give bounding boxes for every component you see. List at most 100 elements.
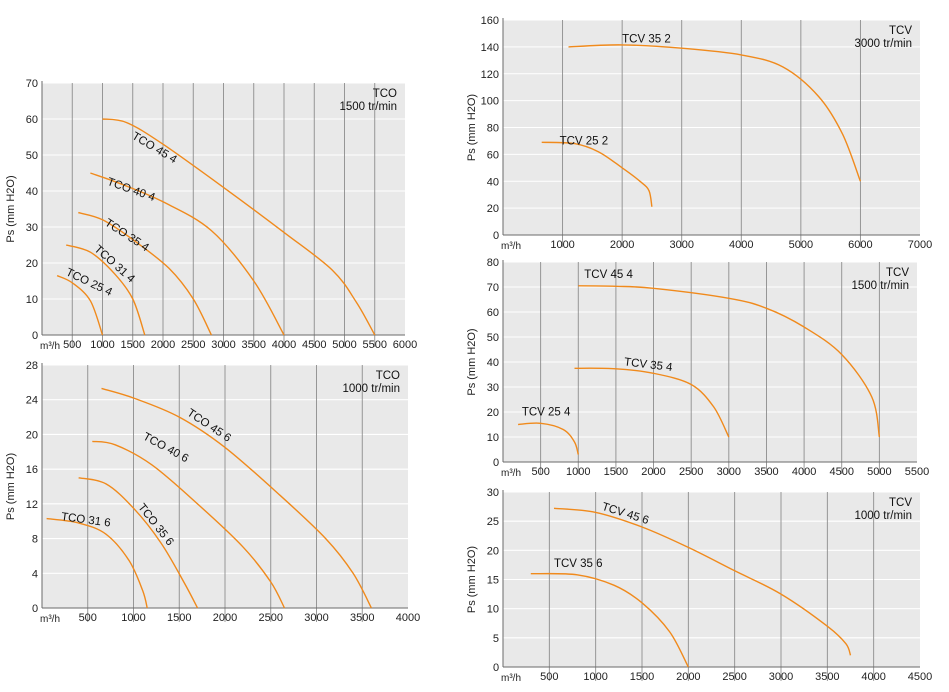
y-tick-label: 20 — [26, 258, 38, 270]
curve-label: TCV 35 4 — [623, 356, 673, 374]
x-tick-label: 3000 — [211, 339, 235, 351]
x-tick-label: 5500 — [905, 466, 929, 478]
y-tick-label: 12 — [26, 499, 38, 511]
speed-annotation: 1500 tr/min — [851, 280, 909, 292]
x-tick-label: 1500 — [604, 466, 628, 478]
y-tick-label: 25 — [487, 516, 499, 528]
curve-tco-40-4 — [90, 172, 285, 336]
speed-annotation: 3000 tr/min — [854, 38, 912, 50]
curve-tco-31-4 — [65, 244, 146, 336]
y-tick-label: 10 — [487, 604, 499, 616]
y-tick-label: 60 — [26, 114, 38, 126]
y-tick-label: 20 — [487, 203, 499, 215]
x-tick-label: 1500 — [167, 612, 191, 624]
y-tick-label: 80 — [487, 123, 499, 135]
curve-label: TCV 25 2 — [560, 136, 609, 148]
y-tick-label: 40 — [487, 357, 499, 369]
curve-tcv-45-4 — [578, 285, 881, 438]
curve-tcv-35-2 — [568, 44, 862, 182]
curve-tco-25-4 — [56, 274, 104, 336]
x-tick-label: 2000 — [676, 671, 700, 683]
x-tick-label: 1000 — [90, 339, 114, 351]
x-tick-label: 4500 — [908, 671, 932, 683]
y-tick-label: 28 — [26, 360, 38, 372]
y-axis-label: Ps (mm H2O) — [466, 546, 478, 613]
y-tick-label: 15 — [487, 575, 499, 587]
x-tick-label: 1000 — [121, 612, 145, 624]
x-tick-label: 4000 — [396, 612, 420, 624]
y-tick-label: 20 — [487, 407, 499, 419]
curve-tco-31-6 — [46, 517, 148, 609]
x-unit-label: m³/h — [40, 341, 60, 352]
y-tick-label: 30 — [487, 382, 499, 394]
model-annotation: TCV — [889, 497, 912, 509]
x-tick-label: 5500 — [363, 339, 387, 351]
model-annotation: TCO — [376, 370, 400, 382]
y-tick-label: 20 — [487, 545, 499, 557]
y-axis-label: Ps (mm H2O) — [5, 453, 17, 520]
y-tick-label: 140 — [481, 42, 499, 54]
x-tick-label: 3500 — [242, 339, 266, 351]
x-tick-label: 3500 — [815, 671, 839, 683]
y-tick-label: 50 — [487, 332, 499, 344]
y-axis-label: Ps (mm H2O) — [466, 328, 478, 395]
x-tick-label: 0 — [493, 457, 499, 469]
x-tick-label: 2000 — [213, 612, 237, 624]
y-tick-label: 5 — [493, 633, 499, 645]
x-tick-label: 2000 — [151, 339, 175, 351]
y-tick-label: 60 — [487, 149, 499, 161]
chart-tco-1500: 10 20 30 40 50 60 70 0 500 1000 1500 2000 2500 3000 35… — [5, 78, 417, 352]
curve-tco-45-4 — [102, 118, 376, 336]
x-tick-label: 2000 — [610, 239, 634, 251]
y-tick-label: 10 — [26, 294, 38, 306]
curve-tcv-35-4 — [574, 367, 730, 438]
x-tick-label: 1000 — [583, 671, 607, 683]
speed-annotation: 1000 tr/min — [854, 510, 912, 522]
y-tick-label: 8 — [32, 534, 38, 546]
curve-label: TCV 25 4 — [522, 406, 571, 418]
y-tick-label: 50 — [26, 150, 38, 162]
y-tick-label: 4 — [32, 568, 38, 580]
x-tick-label: 7000 — [908, 239, 932, 251]
x-tick-label: 4000 — [861, 671, 885, 683]
curve-tco-45-6 — [101, 387, 373, 609]
y-tick-label: 20 — [26, 429, 38, 441]
x-tick-label: 4500 — [829, 466, 853, 478]
y-axis-label: Ps (mm H2O) — [466, 94, 478, 161]
x-unit-label: m³/h — [501, 241, 521, 252]
y-tick-label: 70 — [26, 78, 38, 90]
y-tick-label: 70 — [487, 282, 499, 294]
x-tick-label: 3000 — [304, 612, 328, 624]
curve-tcv-25-2 — [541, 141, 653, 207]
model-annotation: TCO — [373, 88, 397, 100]
y-tick-label: 60 — [487, 307, 499, 319]
chart-tcv-3000: 20 40 60 80 100 120 140 160 0 1000 2000 3000 4000 500… — [466, 15, 932, 252]
y-tick-label: 40 — [26, 186, 38, 198]
x-tick-label: 4000 — [729, 239, 753, 251]
x-tick-label: 4000 — [792, 466, 816, 478]
curve-label: TCV 35 6 — [554, 558, 603, 570]
y-tick-label: 24 — [26, 395, 38, 407]
x-tick-label: 1500 — [630, 671, 654, 683]
chart-tco-1000: 4 8 12 16 20 24 28 0 500 1000 1500 2000 2500 3000 3500… — [5, 360, 420, 625]
x-tick-label: 0 — [493, 230, 499, 242]
x-tick-label: 0 — [32, 330, 38, 342]
x-tick-label: 6000 — [848, 239, 872, 251]
x-tick-label: 3500 — [754, 466, 778, 478]
x-tick-label: 3000 — [717, 466, 741, 478]
x-tick-label: 3000 — [669, 239, 693, 251]
x-tick-label: 500 — [79, 612, 97, 624]
x-unit-label: m³/h — [501, 468, 521, 479]
y-axis-label: Ps (mm H2O) — [5, 175, 17, 242]
curve-tco-40-6 — [92, 440, 286, 609]
curve-label: TCV 35 2 — [622, 34, 671, 46]
y-tick-label: 120 — [481, 69, 499, 81]
x-tick-label: 2000 — [641, 466, 665, 478]
curve-tco-35-4 — [78, 211, 213, 336]
y-tick-label: 10 — [487, 432, 499, 444]
x-tick-label: 5000 — [867, 466, 891, 478]
x-tick-label: 2500 — [679, 466, 703, 478]
y-tick-label: 40 — [487, 176, 499, 188]
y-tick-label: 30 — [487, 487, 499, 499]
